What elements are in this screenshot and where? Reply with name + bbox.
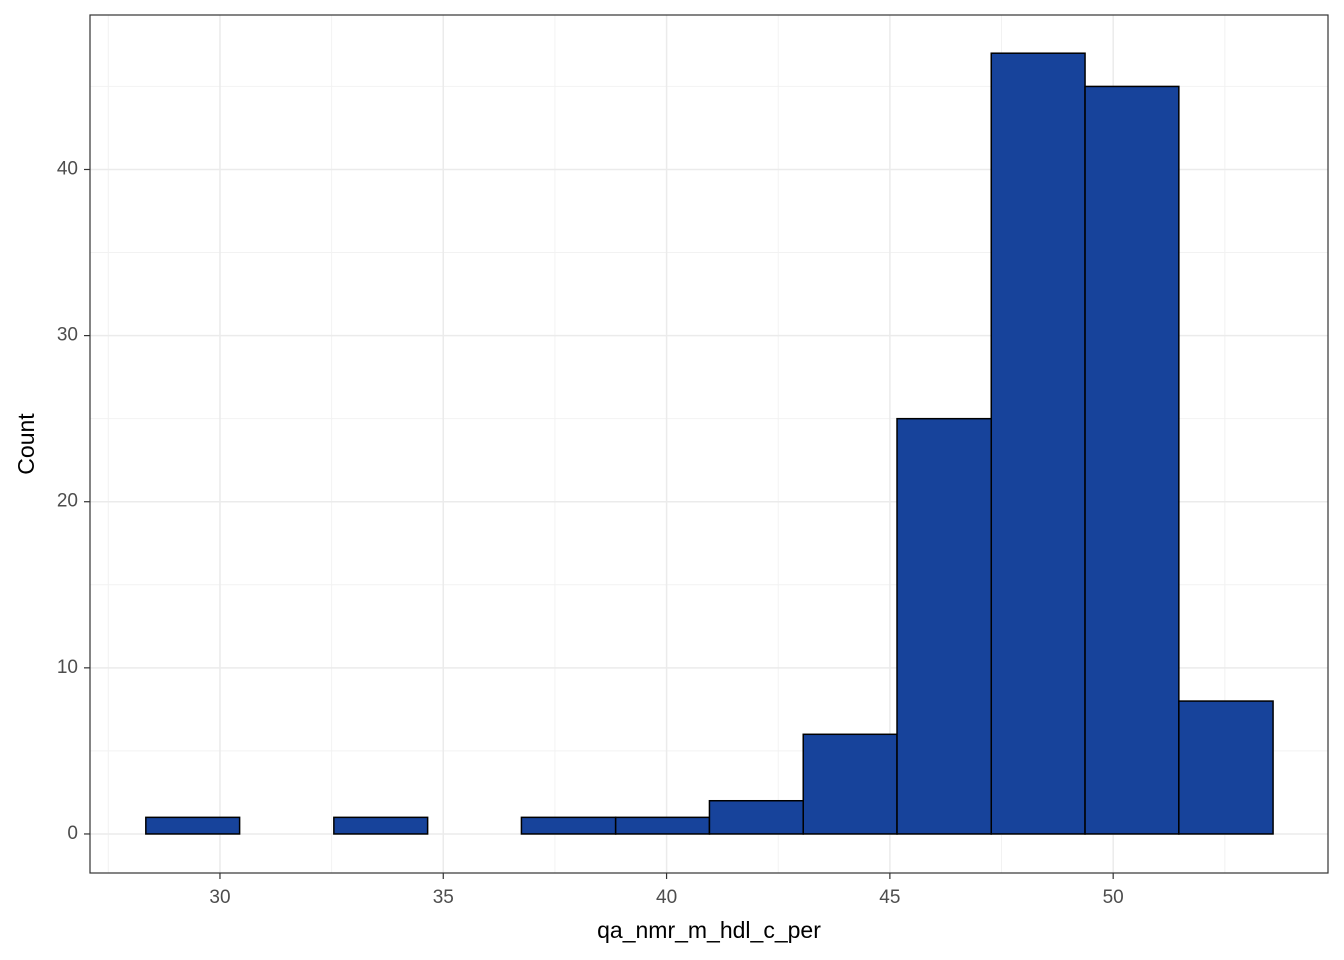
x-tick-label: 40: [656, 887, 677, 908]
bar: [333, 816, 429, 835]
bar: [708, 799, 804, 835]
bar: [1178, 700, 1274, 835]
x-tick-label: 45: [879, 887, 900, 908]
y-axis-title: Count: [13, 413, 39, 475]
x-tick-label: 30: [209, 887, 230, 908]
bar: [990, 52, 1086, 835]
bar: [896, 417, 993, 835]
y-tick-label: 10: [57, 657, 78, 678]
bar: [1084, 85, 1180, 835]
bar: [802, 733, 898, 835]
panel-border: [89, 14, 1329, 874]
x-tick-label: 35: [433, 887, 454, 908]
y-tick-label: 40: [57, 159, 78, 180]
bar: [145, 816, 241, 835]
y-tick-label: 30: [57, 325, 78, 346]
y-tick-label: 20: [57, 491, 78, 512]
bar: [520, 816, 617, 835]
x-tick-label: 50: [1103, 887, 1124, 908]
x-axis-title: qa_nmr_m_hdl_c_per: [597, 917, 821, 943]
y-tick-label: 0: [67, 823, 78, 844]
bar: [614, 816, 711, 835]
